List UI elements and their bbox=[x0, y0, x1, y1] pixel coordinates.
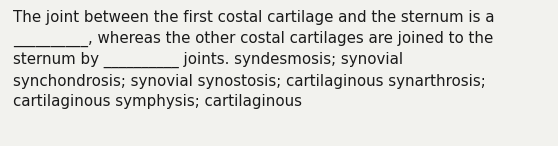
Text: The joint between the first costal cartilage and the sternum is a
__________, wh: The joint between the first costal carti… bbox=[13, 10, 494, 109]
